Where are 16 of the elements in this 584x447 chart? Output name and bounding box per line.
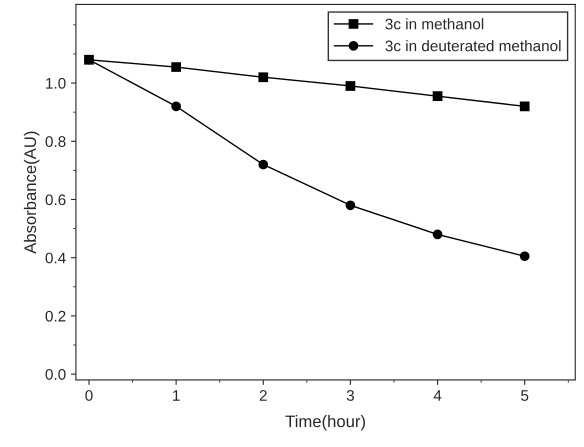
x-axis-title: Time(hour) [286, 415, 365, 431]
y-tick-label: 0.2 [46, 310, 66, 322]
y-tick-label: 0.0 [46, 368, 66, 380]
y-axis-title: Absorbance(AU) [24, 132, 40, 254]
x-tick-label: 1 [173, 390, 180, 401]
y-tick-label: 0.6 [46, 194, 66, 206]
x-tick-label: 3 [346, 390, 354, 401]
x-tick-label: 5 [521, 390, 528, 401]
y-tick-label: 0.8 [46, 136, 66, 147]
y-tick-label: 1.0 [46, 78, 66, 89]
legend-label: 3c in methanol [385, 18, 484, 30]
x-tick-label: 4 [434, 390, 442, 401]
legend-label: 3c in deuterated methanol [385, 40, 560, 52]
x-tick-label: 0 [85, 390, 93, 401]
y-tick-label: 0.4 [46, 252, 66, 264]
x-tick-label: 2 [260, 390, 267, 401]
